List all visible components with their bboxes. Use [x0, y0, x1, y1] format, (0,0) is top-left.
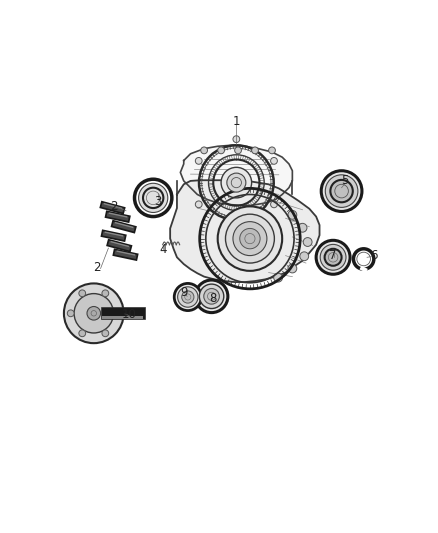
Bar — [101, 307, 145, 319]
Circle shape — [227, 173, 246, 192]
Circle shape — [271, 157, 277, 164]
Circle shape — [233, 223, 240, 229]
Circle shape — [102, 330, 109, 337]
Circle shape — [330, 180, 353, 203]
Polygon shape — [180, 146, 293, 205]
Circle shape — [87, 306, 101, 320]
Circle shape — [288, 211, 297, 219]
Circle shape — [204, 288, 219, 304]
Circle shape — [199, 284, 224, 309]
Circle shape — [233, 136, 240, 142]
Circle shape — [251, 147, 258, 154]
Circle shape — [195, 201, 202, 208]
Circle shape — [64, 284, 124, 343]
Circle shape — [79, 330, 86, 337]
Circle shape — [226, 214, 274, 263]
Polygon shape — [170, 180, 320, 282]
Circle shape — [233, 222, 267, 256]
Text: 2: 2 — [93, 261, 101, 274]
Circle shape — [271, 201, 277, 208]
Text: 6: 6 — [370, 249, 378, 262]
Circle shape — [325, 175, 358, 207]
Text: 1: 1 — [233, 115, 240, 128]
Circle shape — [174, 284, 201, 311]
Circle shape — [300, 252, 309, 261]
Circle shape — [298, 223, 307, 232]
Text: 2: 2 — [110, 200, 118, 213]
Text: 10: 10 — [122, 309, 137, 321]
Circle shape — [303, 238, 312, 246]
Circle shape — [138, 183, 168, 213]
Circle shape — [325, 249, 342, 266]
Text: 3: 3 — [155, 195, 162, 208]
Circle shape — [221, 167, 251, 198]
Text: 5: 5 — [341, 174, 349, 188]
Circle shape — [218, 206, 282, 271]
Circle shape — [268, 147, 276, 154]
Circle shape — [288, 264, 297, 273]
Circle shape — [321, 171, 362, 212]
Circle shape — [195, 280, 228, 313]
Circle shape — [67, 310, 74, 317]
Text: 4: 4 — [159, 243, 166, 256]
Circle shape — [235, 147, 241, 154]
Circle shape — [102, 290, 109, 297]
Circle shape — [182, 291, 194, 303]
Text: 9: 9 — [180, 286, 187, 300]
Circle shape — [79, 290, 86, 297]
Bar — [102, 316, 143, 319]
Circle shape — [195, 157, 202, 164]
Circle shape — [240, 229, 260, 249]
Circle shape — [113, 310, 120, 317]
Text: 8: 8 — [209, 292, 216, 304]
Circle shape — [218, 147, 225, 154]
Text: 7: 7 — [329, 249, 337, 262]
Circle shape — [201, 147, 208, 154]
Circle shape — [316, 240, 350, 274]
Circle shape — [274, 273, 283, 282]
Circle shape — [74, 294, 113, 333]
Circle shape — [178, 287, 198, 307]
Circle shape — [320, 245, 346, 270]
